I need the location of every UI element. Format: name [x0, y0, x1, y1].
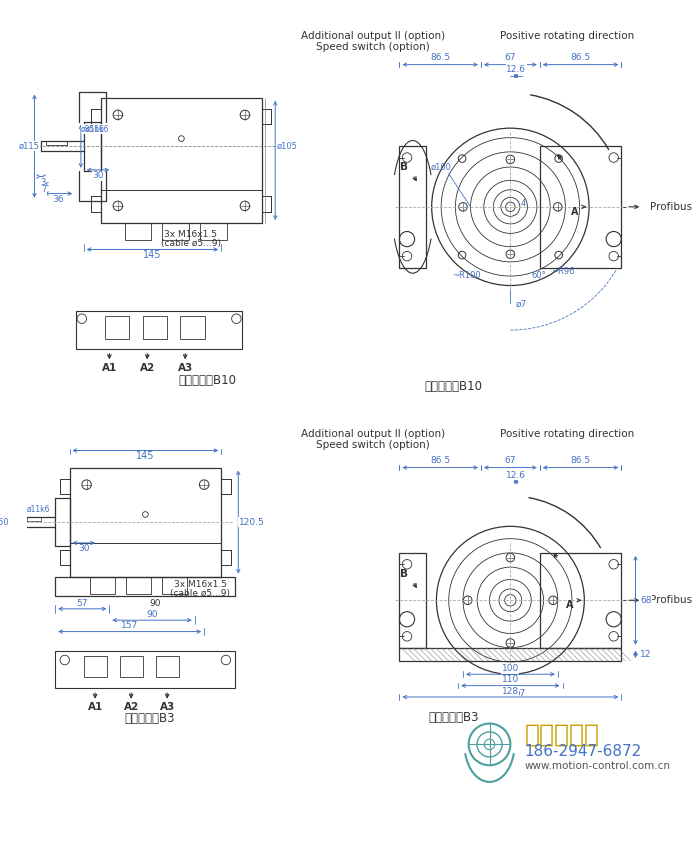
Bar — [200, 223, 227, 240]
Text: A3: A3 — [160, 702, 175, 712]
Text: 12: 12 — [640, 650, 652, 659]
Text: Speed switch (option): Speed switch (option) — [316, 440, 430, 450]
Bar — [143, 316, 167, 338]
Text: Positive rotating direction: Positive rotating direction — [500, 31, 634, 41]
Bar — [400, 648, 622, 661]
Text: 12.6: 12.6 — [506, 65, 526, 74]
Bar — [156, 656, 179, 677]
Text: Positive rotating direction: Positive rotating direction — [500, 430, 634, 439]
Text: Additional output II (option): Additional output II (option) — [301, 31, 445, 41]
Text: Additional output II (option): Additional output II (option) — [301, 430, 445, 439]
Text: 带外壳支脚B3: 带外壳支脚B3 — [125, 712, 176, 725]
Text: 186-2947-6872: 186-2947-6872 — [524, 744, 642, 760]
Text: 30: 30 — [92, 171, 104, 180]
Text: 带欧式法山B10: 带欧式法山B10 — [424, 381, 482, 393]
Text: 90: 90 — [146, 610, 158, 619]
Bar — [104, 316, 130, 338]
Text: 67: 67 — [505, 53, 516, 63]
Text: 128: 128 — [502, 687, 519, 695]
Text: B: B — [400, 162, 408, 172]
Bar — [90, 577, 115, 594]
Text: 带外壳支脚B3: 带外壳支脚B3 — [428, 711, 479, 724]
Text: 3x M16x1.5: 3x M16x1.5 — [174, 580, 227, 589]
Text: ~R100: ~R100 — [452, 271, 481, 279]
Bar — [181, 316, 205, 338]
Bar — [540, 553, 622, 648]
Text: 157: 157 — [121, 621, 139, 630]
Bar — [120, 656, 144, 677]
Bar — [55, 651, 235, 689]
Text: 90: 90 — [149, 599, 160, 607]
Text: ø105: ø105 — [276, 141, 297, 151]
Text: 3x M16x1.5: 3x M16x1.5 — [164, 230, 218, 239]
Bar — [69, 468, 221, 577]
Text: ø115: ø115 — [18, 141, 39, 151]
Text: Profibus: Profibus — [650, 596, 692, 605]
Text: A1: A1 — [102, 363, 117, 373]
Bar — [540, 146, 622, 267]
Text: ø7: ø7 — [516, 300, 527, 309]
Text: A: A — [571, 206, 579, 217]
Text: 36: 36 — [52, 195, 64, 204]
Text: 7: 7 — [42, 185, 47, 195]
Text: A3: A3 — [178, 363, 193, 373]
Text: ø50: ø50 — [0, 518, 9, 526]
Text: 145: 145 — [136, 451, 155, 461]
Bar — [400, 553, 426, 648]
Text: A1: A1 — [88, 702, 103, 712]
Bar — [101, 98, 262, 223]
Text: B: B — [400, 569, 408, 579]
Text: 100: 100 — [502, 664, 519, 673]
Text: www.motion-control.com.cn: www.motion-control.com.cn — [524, 761, 671, 772]
Text: A: A — [566, 600, 574, 610]
Bar — [84, 656, 107, 677]
Text: 86.5: 86.5 — [430, 53, 450, 63]
Text: ~R96: ~R96 — [551, 266, 574, 276]
Text: 86.5: 86.5 — [570, 457, 591, 465]
Text: 12.6: 12.6 — [506, 470, 526, 480]
Text: (cable ø5...9): (cable ø5...9) — [170, 589, 230, 598]
Text: 67: 67 — [505, 457, 516, 465]
Text: ø11k6: ø11k6 — [27, 504, 50, 514]
Text: 110: 110 — [502, 675, 519, 684]
Text: 120.5: 120.5 — [239, 518, 265, 526]
Text: ø85h6: ø85h6 — [81, 124, 105, 134]
Text: ø11k6: ø11k6 — [85, 124, 109, 134]
Text: 86.5: 86.5 — [570, 53, 591, 63]
Text: 30: 30 — [78, 544, 90, 553]
Text: A2: A2 — [123, 702, 139, 712]
Text: 145: 145 — [144, 250, 162, 261]
Bar — [162, 223, 189, 240]
Text: 60°: 60° — [531, 271, 546, 279]
Text: 3: 3 — [40, 178, 46, 187]
Text: 西安德伍拓: 西安德伍拓 — [524, 723, 600, 747]
Bar — [76, 311, 242, 349]
Bar — [400, 146, 426, 267]
Text: ø7: ø7 — [514, 689, 526, 698]
Bar — [55, 577, 235, 596]
Text: 带欧式法山B10: 带欧式法山B10 — [178, 374, 236, 387]
Text: A2: A2 — [139, 363, 155, 373]
Text: Profibus: Profibus — [650, 202, 692, 212]
Text: Speed switch (option): Speed switch (option) — [316, 41, 430, 52]
Bar — [162, 577, 187, 594]
Text: (cable ø5...9): (cable ø5...9) — [161, 239, 221, 249]
Text: 68: 68 — [640, 596, 652, 605]
Text: 57: 57 — [76, 599, 88, 607]
Text: 4: 4 — [521, 200, 526, 208]
Bar — [127, 577, 151, 594]
Text: ø100: ø100 — [430, 162, 452, 172]
Bar — [125, 223, 151, 240]
Text: 86.5: 86.5 — [430, 457, 450, 465]
